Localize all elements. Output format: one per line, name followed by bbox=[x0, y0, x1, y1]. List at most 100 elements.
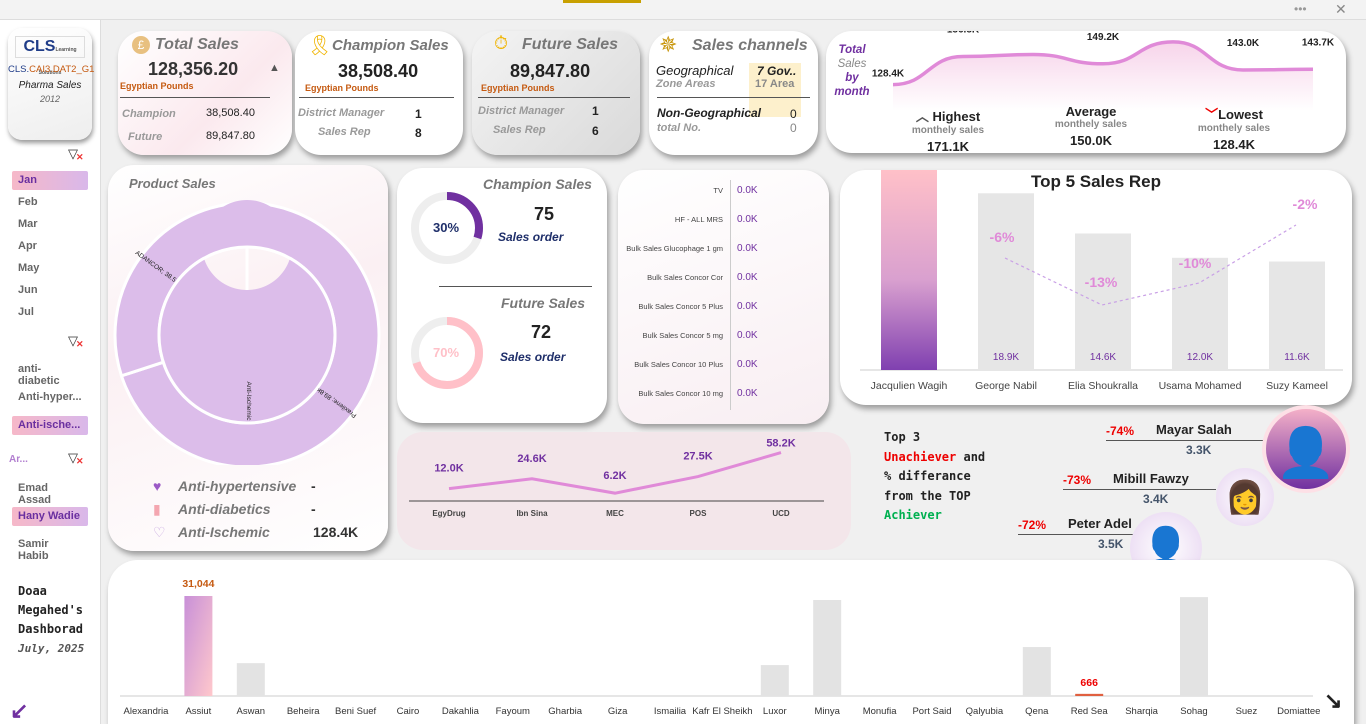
distributor-card: 12.0K EgyDrug 24.6K Ibn Sina 6.2K MEC 27.5K POS… bbox=[397, 432, 851, 550]
data-label: 58.2K bbox=[766, 438, 795, 450]
channel-list-card: TV 0.0K HF - ALL MRS 0.0K Bulk Sales Glucoph… bbox=[618, 170, 829, 424]
clear-filter-icon[interactable]: ▽ ✕ bbox=[68, 450, 84, 466]
channel-label: TV bbox=[713, 186, 723, 195]
rep-name: Mayar Salah bbox=[1156, 422, 1232, 437]
category-label: Sharqia bbox=[1125, 706, 1158, 717]
data-label: 666 bbox=[1080, 677, 1098, 689]
data-label: 128.4K bbox=[872, 69, 905, 80]
bar bbox=[1180, 597, 1208, 696]
channel-value: 0.0K bbox=[737, 359, 758, 370]
card-title: Champion Sales bbox=[483, 176, 592, 192]
pct-diff: -73% bbox=[1063, 473, 1092, 487]
rep-value: 3.3K bbox=[1186, 443, 1212, 457]
category-label: MEC bbox=[606, 509, 624, 518]
total-label: total No. bbox=[657, 122, 701, 134]
slicer-item-month[interactable]: Jul bbox=[18, 306, 34, 318]
compass-icon: ✵ bbox=[659, 32, 678, 57]
donut-inner-label: Anti-Ischemic bbox=[245, 381, 252, 421]
total-value: 0 bbox=[790, 121, 797, 135]
clear-filter-icon[interactable]: ▽ ✕ bbox=[68, 146, 84, 162]
category-label: Jacqulien Wagih bbox=[871, 380, 948, 392]
channel-label: Bulk Sales Concor 5 mg bbox=[642, 331, 723, 340]
channel-value: 0.0K bbox=[737, 388, 758, 399]
unachiever-caption: Top 3 Unachiever and % differance from t… bbox=[884, 430, 986, 522]
card-title: Champion Sales bbox=[332, 37, 449, 54]
slicer-item-manager[interactable]: Emad Assad bbox=[18, 482, 52, 506]
category-label: Kafr El Sheikh bbox=[692, 706, 752, 717]
diff-label: -10% bbox=[1179, 255, 1212, 271]
category-label: Beheira bbox=[287, 706, 320, 717]
data-label: 31,044 bbox=[182, 578, 214, 590]
category-label: Monufia bbox=[863, 706, 898, 717]
highest-stat: ︿ Highest monthely sales 171.1K bbox=[911, 109, 985, 154]
businessman-icon: 👤 bbox=[1262, 405, 1350, 493]
divider bbox=[1106, 440, 1263, 441]
bar bbox=[1075, 693, 1104, 696]
heart-organ-icon: ♡ bbox=[153, 524, 166, 540]
data-label: 24.6K bbox=[517, 453, 546, 465]
chevron-up-icon: ︿ bbox=[915, 109, 929, 124]
active-tab-indicator bbox=[563, 0, 641, 3]
slicer-item-category[interactable]: anti-diabetic bbox=[18, 363, 60, 387]
slicer-item-month[interactable]: Jan bbox=[12, 171, 88, 190]
category-label: Assiut bbox=[185, 706, 211, 717]
sales-orders-card: Champion Sales 30% 75 Sales order Future… bbox=[397, 168, 607, 423]
cls-logo: CLSLearning Solutions bbox=[15, 36, 85, 76]
channel-label: Bulk Sales Concor Cor bbox=[647, 273, 723, 282]
close-icon[interactable]: ✕ bbox=[1335, 1, 1347, 17]
channel-label: Bulk Sales Concor 10 Plus bbox=[634, 360, 723, 369]
data-label: 158.5K bbox=[1017, 31, 1050, 34]
bar bbox=[1022, 647, 1051, 696]
slicer-item-manager[interactable]: Hany Wadie bbox=[12, 507, 88, 526]
category-label: Sohag bbox=[1180, 706, 1207, 717]
rep-value: 3.5K bbox=[1098, 537, 1124, 551]
chart-title: Top 5 Sales Rep bbox=[1030, 172, 1162, 191]
data-label: 12.0K bbox=[434, 463, 463, 475]
champion-order-count: 75 bbox=[534, 204, 555, 224]
arrow-down-left-icon[interactable]: ↙ bbox=[10, 698, 29, 723]
channel-value: 0.0K bbox=[737, 330, 758, 341]
slicer-item-month[interactable]: May bbox=[18, 262, 40, 274]
divider bbox=[1018, 534, 1141, 535]
category-label: Qalyubia bbox=[966, 706, 1004, 717]
slicer-item-month[interactable]: Mar bbox=[18, 218, 38, 230]
pill-bottle-icon: ▮ bbox=[153, 501, 161, 517]
slicer-item-manager[interactable]: Samir Habib bbox=[18, 538, 49, 562]
currency-label: Egyptian Pounds bbox=[305, 83, 379, 93]
monthly-line-chart: 128.4K156.5K158.5K149.2K171.1K143.0K143.… bbox=[872, 31, 1335, 111]
nongeo-label: Non-Geographical bbox=[657, 106, 762, 120]
bar bbox=[1269, 261, 1325, 370]
total-sales-card: £ Total Sales 128,356.20 ▲ Egyptian Poun… bbox=[118, 31, 292, 155]
arrow-down-right-icon[interactable]: ↘ bbox=[1324, 688, 1343, 713]
divider bbox=[730, 180, 731, 410]
slicer-item-category[interactable]: Anti-ische... bbox=[12, 416, 88, 435]
row-label: Sales Rep bbox=[493, 124, 546, 136]
category-label: Suez bbox=[1236, 706, 1258, 717]
governorate-sales-card: Alexandria Assiut 31,044 Aswan Beheira Beni S… bbox=[108, 560, 1354, 724]
lowest-stat: ﹀Lowest monthely sales 128.4K bbox=[1197, 107, 1271, 152]
clear-filter-icon[interactable]: ▽ ✕ bbox=[68, 333, 84, 349]
card-title: Future Sales bbox=[522, 36, 619, 53]
author-date: July, 2025 bbox=[18, 642, 85, 655]
bar bbox=[1172, 257, 1228, 370]
slicer-item-month[interactable]: Feb bbox=[18, 196, 38, 208]
logo-card: CLSLearning Solutions CLS.CAI3.DAT2_G1 P… bbox=[8, 28, 94, 140]
diff-label: -6% bbox=[990, 229, 1015, 245]
sales-channels-card: ✵ Sales channels Geographical 7 Gov.. Zo… bbox=[649, 31, 818, 155]
card-title: Product Sales bbox=[129, 176, 216, 191]
slicer-item-month[interactable]: Apr bbox=[18, 240, 37, 252]
slicer-item-category[interactable]: Anti-hyper... bbox=[18, 391, 82, 403]
legend-label: Anti-Ischemic bbox=[178, 524, 270, 540]
author-title: Dashborad bbox=[18, 622, 84, 636]
slicer-item-month[interactable]: Jun bbox=[18, 284, 38, 296]
category-label: Ibn Sina bbox=[516, 509, 548, 518]
champion-sales-value: 38,508.40 bbox=[338, 61, 419, 81]
governorate-bar-chart: Alexandria Assiut 31,044 Aswan Beheira Beni S… bbox=[120, 578, 1320, 717]
data-label: 149.2K bbox=[1087, 32, 1120, 43]
zone-value: 17 Area bbox=[755, 78, 795, 90]
bar bbox=[978, 193, 1034, 370]
ellipsis-icon[interactable]: ••• bbox=[1294, 2, 1307, 16]
bar bbox=[184, 596, 213, 696]
legend-value: - bbox=[311, 501, 316, 517]
author-name: Doaa bbox=[18, 584, 47, 598]
